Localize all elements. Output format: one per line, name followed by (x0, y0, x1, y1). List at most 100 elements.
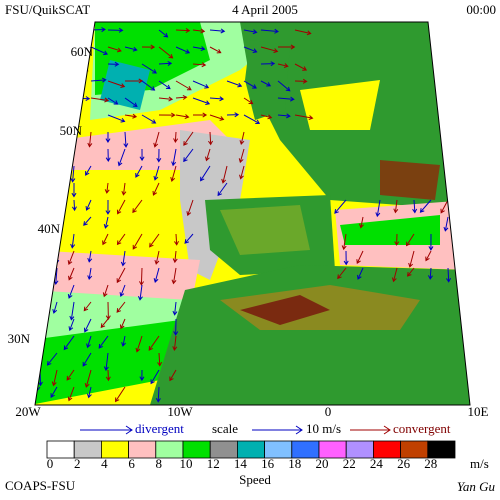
wind-arrow (119, 318, 126, 330)
wind-arrow (175, 46, 191, 54)
wind-arrow (192, 80, 210, 89)
wind-arrow (192, 28, 206, 34)
wind-arrow (51, 369, 58, 387)
wind-arrow (152, 182, 160, 196)
wind-arrow (393, 199, 399, 214)
wind-arrow (277, 44, 296, 50)
sea-patch (300, 80, 380, 130)
wind-arrow (148, 335, 160, 351)
wind-arrow (107, 80, 126, 88)
wind-arrow (116, 199, 126, 215)
lon-label: 20W (15, 404, 41, 419)
wind-arrow (124, 113, 138, 119)
wind-arrow (172, 301, 178, 316)
wind-arrow (260, 114, 273, 120)
wind-arrow (83, 301, 92, 312)
wind-arrow (52, 301, 58, 314)
wind-arrow (158, 96, 174, 102)
wind-arrow (70, 233, 76, 249)
wind-arrow (149, 233, 160, 248)
author: Yan Gu (457, 479, 496, 494)
wind-arrow (90, 77, 107, 83)
scale-arrow-head (295, 425, 303, 435)
wind-arrow (209, 28, 226, 34)
colorbar-label: 22 (343, 456, 356, 471)
wind-arrow (260, 28, 279, 34)
wind-arrow (135, 335, 143, 353)
wind-arrow (107, 97, 119, 105)
wind-arrow (192, 62, 207, 68)
wind-arrow (68, 318, 75, 332)
wind-arrow (192, 112, 208, 118)
wind-arrow (66, 369, 75, 381)
wind-arrow (132, 233, 143, 250)
wind-arrow (68, 267, 75, 281)
wind-arrow (260, 61, 276, 67)
wind-arrow (243, 80, 257, 89)
wind-arrow (412, 199, 418, 214)
wind-arrow (105, 301, 111, 321)
wind-arrow (243, 46, 258, 54)
wind-arrow (73, 78, 86, 84)
wind-arrow (39, 114, 56, 126)
wind-arrow (243, 97, 254, 105)
wind-arrow (71, 182, 77, 198)
wind-arrow (359, 216, 364, 229)
wind-arrow (150, 369, 160, 385)
wind-arrow (35, 233, 41, 250)
wind-arrow (73, 29, 87, 35)
wind-arrow (208, 131, 214, 146)
wind-arrow (139, 369, 145, 382)
wind-arrow (115, 386, 126, 403)
wind-arrow (153, 131, 160, 148)
colorbar-label: 20 (316, 456, 329, 471)
wind-arrow (137, 284, 143, 301)
wind-arrow (419, 199, 432, 213)
ocean-patch (35, 320, 180, 405)
wind-arrow (226, 80, 243, 88)
wind-arrow (153, 165, 160, 181)
wind-arrow (105, 199, 111, 215)
wind-arrow (204, 148, 211, 162)
wind-arrow (87, 267, 93, 281)
wind-arrow (52, 165, 58, 179)
title: FSU/QuikSCAT (5, 2, 90, 17)
wind-arrow (158, 60, 173, 66)
wind-arrow (217, 182, 228, 197)
wind-arrow (425, 250, 432, 262)
wind-arrow (238, 148, 245, 164)
wind-arrow (102, 284, 109, 298)
wind-arrow (192, 46, 206, 52)
wind-arrow (39, 80, 53, 87)
colorbar-label: 16 (261, 456, 275, 471)
scale-value: 10 m/s (306, 421, 341, 436)
wind-arrow (107, 114, 126, 123)
wind-arrow (277, 96, 295, 102)
wind-arrow (139, 148, 145, 162)
wind-arrow (406, 233, 415, 247)
wind-arrow (446, 267, 452, 283)
wind-arrow (209, 46, 222, 54)
colorbar-label: 10 (180, 456, 193, 471)
wind-arrow (175, 114, 190, 120)
wind-arrow (141, 63, 157, 74)
sea-patch (340, 215, 440, 245)
wind-arrow (260, 80, 272, 87)
colorbar-box (427, 440, 456, 459)
scale-label: scale (212, 421, 238, 436)
wind-arrow (171, 148, 177, 167)
wind-arrow (141, 80, 156, 91)
land (245, 40, 290, 120)
wind-arrow (119, 284, 126, 298)
wind-arrow (107, 27, 124, 33)
wind-arrow (132, 199, 143, 214)
wind-arrow (39, 29, 52, 35)
wind-arrow (50, 386, 58, 399)
ocean-patch (100, 60, 150, 110)
wind-arrow (84, 369, 92, 388)
wind-arrow (116, 267, 126, 284)
colorbar-label: 6 (128, 456, 135, 471)
colorbar-label: 26 (397, 456, 411, 471)
wind-arrow (341, 233, 347, 251)
wind-arrow (100, 318, 109, 329)
